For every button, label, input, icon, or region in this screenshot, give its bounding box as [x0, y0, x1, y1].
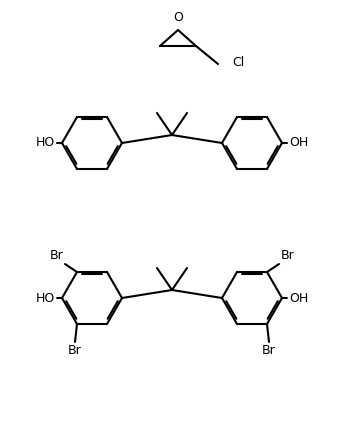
Text: OH: OH: [289, 137, 308, 150]
Text: HO: HO: [36, 137, 55, 150]
Text: Br: Br: [68, 344, 82, 357]
Text: Cl: Cl: [232, 56, 244, 69]
Text: Br: Br: [281, 249, 295, 262]
Text: Br: Br: [262, 344, 276, 357]
Text: HO: HO: [36, 291, 55, 304]
Text: Br: Br: [49, 249, 63, 262]
Text: O: O: [173, 11, 183, 24]
Text: OH: OH: [289, 291, 308, 304]
